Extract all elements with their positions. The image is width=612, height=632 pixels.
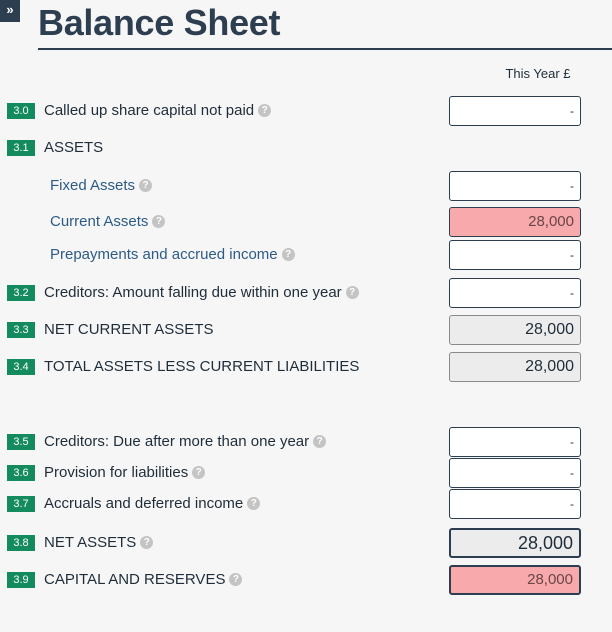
row-net-current-assets: 3.3 NET CURRENT ASSETS 28,000 [0,315,612,345]
row-called-up-share-capital: 3.0 Called up share capital not paid? - [0,96,612,126]
row-label: Called up share capital not paid? [44,102,272,119]
row-fixed-assets: Fixed Assets? - [0,171,612,201]
row-capital-and-reserves: 3.9 CAPITAL AND RESERVES? 28,000 [0,565,612,595]
row-total-assets-less-current-liabilities: 3.4 TOTAL ASSETS LESS CURRENT LIABILITIE… [0,352,612,382]
row-label: Fixed Assets? [50,177,153,194]
page-title: Balance Sheet [38,2,281,43]
creditors-after-one-year-input[interactable]: - [449,427,581,457]
help-icon[interactable]: ? [152,214,166,228]
help-icon[interactable]: ? [258,103,272,117]
row-current-assets: Current Assets? 28,000 [0,207,612,237]
help-icon[interactable]: ? [140,535,154,549]
capital-and-reserves-input[interactable]: 28,000 [449,565,581,595]
row-label: Current Assets? [50,213,166,230]
row-net-assets: 3.8 NET ASSETS? 28,000 [0,528,612,558]
total-assets-less-current-liabilities-value: 28,000 [449,352,581,382]
section-number-badge: 3.3 [7,322,35,338]
section-number-badge: 3.4 [7,359,35,375]
help-icon[interactable]: ? [192,465,206,479]
row-label: CAPITAL AND RESERVES? [44,571,243,588]
help-icon[interactable]: ? [247,496,261,510]
provision-for-liabilities-input[interactable]: - [449,458,581,488]
row-label: Provision for liabilities? [44,464,206,481]
row-label: NET CURRENT ASSETS [44,321,214,338]
help-icon[interactable]: ? [345,285,359,299]
section-number-badge: 3.8 [7,535,35,551]
help-icon[interactable]: ? [313,434,327,448]
row-prepayments: Prepayments and accrued income? - [0,240,612,270]
section-number-badge: 3.1 [7,140,35,156]
section-number-badge: 3.6 [7,465,35,481]
title-divider [38,48,612,50]
section-number-badge: 3.9 [7,572,35,588]
net-assets-value: 28,000 [449,528,581,558]
row-label: Creditors: Amount falling due within one… [44,284,359,301]
row-label: Prepayments and accrued income? [50,246,295,263]
section-number-badge: 3.2 [7,285,35,301]
row-label: Accruals and deferred income? [44,495,261,512]
row-label: NET ASSETS? [44,534,154,551]
row-provision-for-liabilities: 3.6 Provision for liabilities? - [0,458,612,488]
row-label: ASSETS [44,139,104,156]
fixed-assets-input[interactable]: - [449,171,581,201]
section-number-badge: 3.0 [7,103,35,119]
creditors-within-one-year-input[interactable]: - [449,278,581,308]
called-up-share-capital-input[interactable]: - [449,96,581,126]
net-current-assets-value: 28,000 [449,315,581,345]
row-creditors-after-one-year: 3.5 Creditors: Due after more than one y… [0,427,612,457]
current-assets-input[interactable]: 28,000 [449,207,581,237]
help-icon[interactable]: ? [139,178,153,192]
prepayments-input[interactable]: - [449,240,581,270]
row-creditors-within-one-year: 3.2 Creditors: Amount falling due within… [0,278,612,308]
section-number-badge: 3.7 [7,496,35,512]
row-accruals-deferred-income: 3.7 Accruals and deferred income? - [0,489,612,519]
help-icon[interactable]: ? [229,572,243,586]
row-assets-heading: 3.1 ASSETS [0,133,612,163]
accruals-deferred-income-input[interactable]: - [449,489,581,519]
section-number-badge: 3.5 [7,434,35,450]
column-header-this-year: This Year £ [505,66,571,81]
help-icon[interactable]: ? [281,247,295,261]
row-label: Creditors: Due after more than one year? [44,433,327,450]
expand-sidebar-button[interactable]: » [0,0,20,22]
row-label: TOTAL ASSETS LESS CURRENT LIABILITIES [44,358,360,375]
